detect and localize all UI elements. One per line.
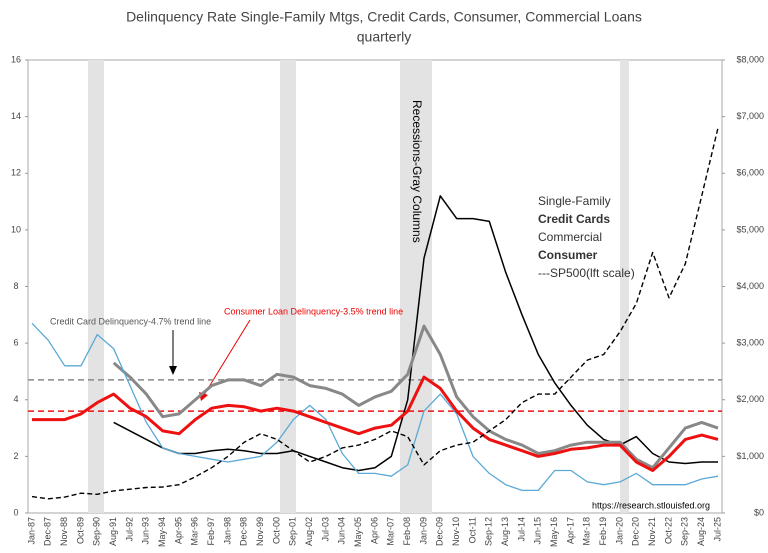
x-tick-label: Oct-22 [663,517,673,544]
x-tick-label: Jan-87 [26,517,36,545]
x-tick-label: Nov-88 [59,517,69,546]
legend-label: Consumer [538,248,598,262]
x-tick-label: Jan-98 [222,517,232,545]
x-tick-label: Aug-13 [500,517,510,546]
x-tick-label: Mar-96 [190,517,200,546]
y-tick-label: 2 [13,451,18,461]
y2-tick-label: $0 [754,507,764,517]
y-tick-label: 6 [13,338,18,348]
x-tick-label: Jul-25 [712,517,722,542]
x-tick-label: Aug-91 [108,517,118,546]
recession-band [88,60,104,513]
x-tick-label: Apr-06 [369,517,379,544]
y2-tick-label: $2,000 [736,394,764,404]
x-tick-label: Nov-21 [647,517,657,546]
chart-subtitle: quarterly [357,29,411,45]
x-tick-label: Feb-19 [598,517,608,546]
x-tick-label: Sep-23 [680,517,690,546]
series-line [112,324,719,470]
consumer-trend-note: Consumer Loan Delinquency-3.5% trend lin… [224,306,403,316]
x-tick-label: Dec-09 [435,517,445,546]
y2-tick-label: $6,000 [736,168,764,178]
series-line [31,127,719,500]
x-tick-label: Jul-03 [320,517,330,542]
y-tick-label: 10 [11,224,21,234]
x-tick-label: Feb-08 [402,517,412,546]
x-tick-label: Jun-04 [337,517,347,545]
y-tick-label: 8 [13,281,18,291]
y-tick-label: 14 [11,111,21,121]
legend-label: Credit Cards [538,212,610,226]
x-tick-label: Nov-10 [451,517,461,546]
source: https://research.stlouisfed.org [592,500,710,510]
chart-title: Delinquency Rate Single-Family Mtgs, Cre… [126,9,642,25]
x-tick-label: Jan-09 [418,517,428,545]
x-tick-label: Sep-12 [484,517,494,546]
x-tick-label: Oct-11 [467,517,477,543]
x-tick-label: Jun-15 [533,517,543,545]
y2-tick-label: $7,000 [736,111,764,121]
y-tick-label: 4 [13,394,18,404]
y2-tick-label: $4,000 [736,281,764,291]
recession-band [620,60,629,513]
x-tick-label: Oct-00 [271,517,281,544]
y2-tick-label: $5,000 [736,224,764,234]
x-tick-label: Jun-93 [141,517,151,545]
x-tick-label: May-16 [549,517,559,547]
x-tick-label: May-05 [353,517,363,547]
recession-note: Recessions-Gray Columns [410,100,424,243]
x-tick-label: Dec-87 [43,517,53,546]
y2-tick-label: $3,000 [736,338,764,348]
plot-layer: 0 2 4 6 8 10 12 14 16 $0 $1,000 $2,000 $3,000 $4,000 $… [11,54,764,547]
x-tick-label: Apr-95 [173,517,183,544]
x-tick-label: Aug-24 [696,517,706,546]
series-line [31,322,719,492]
x-tick-label: Apr-17 [565,517,575,544]
x-tick-label: Jul-92 [124,517,134,542]
x-tick-label: Jul-14 [516,517,526,542]
x-tick-label: Nov-99 [255,517,265,546]
y-tick-label: 16 [11,54,21,64]
recession-band [280,60,296,513]
y-tick-label: 12 [11,168,21,178]
annotation-arrow [203,319,251,396]
legend-label: Commercial [538,230,602,244]
x-tick-label: Mar-18 [582,517,592,546]
x-tick-label: Mar-07 [386,517,396,546]
y-tick-label: 0 [13,507,18,517]
x-tick-label: Oct-89 [75,517,85,544]
series-line [32,375,719,472]
x-tick-label: Feb-97 [206,517,216,546]
x-tick-label: May-94 [157,517,167,547]
legend-label: Single-Family [538,194,611,208]
cc-trend-note: Credit Card Delinquency-4.7% trend line [50,316,211,326]
x-tick-label: Dec-20 [631,517,641,546]
y2-tick-label: $1,000 [736,451,764,461]
legend-label: ---SP500(lft scale) [538,266,635,280]
arrowhead [169,366,177,375]
y2-tick-label: $8,000 [736,54,764,64]
x-tick-label: Sep-01 [288,517,298,546]
x-tick-label: Aug-02 [304,517,314,546]
x-tick-label: Sep-90 [92,517,102,546]
x-tick-label: Dec-98 [239,517,249,546]
x-tick-label: Jan-20 [614,517,624,545]
